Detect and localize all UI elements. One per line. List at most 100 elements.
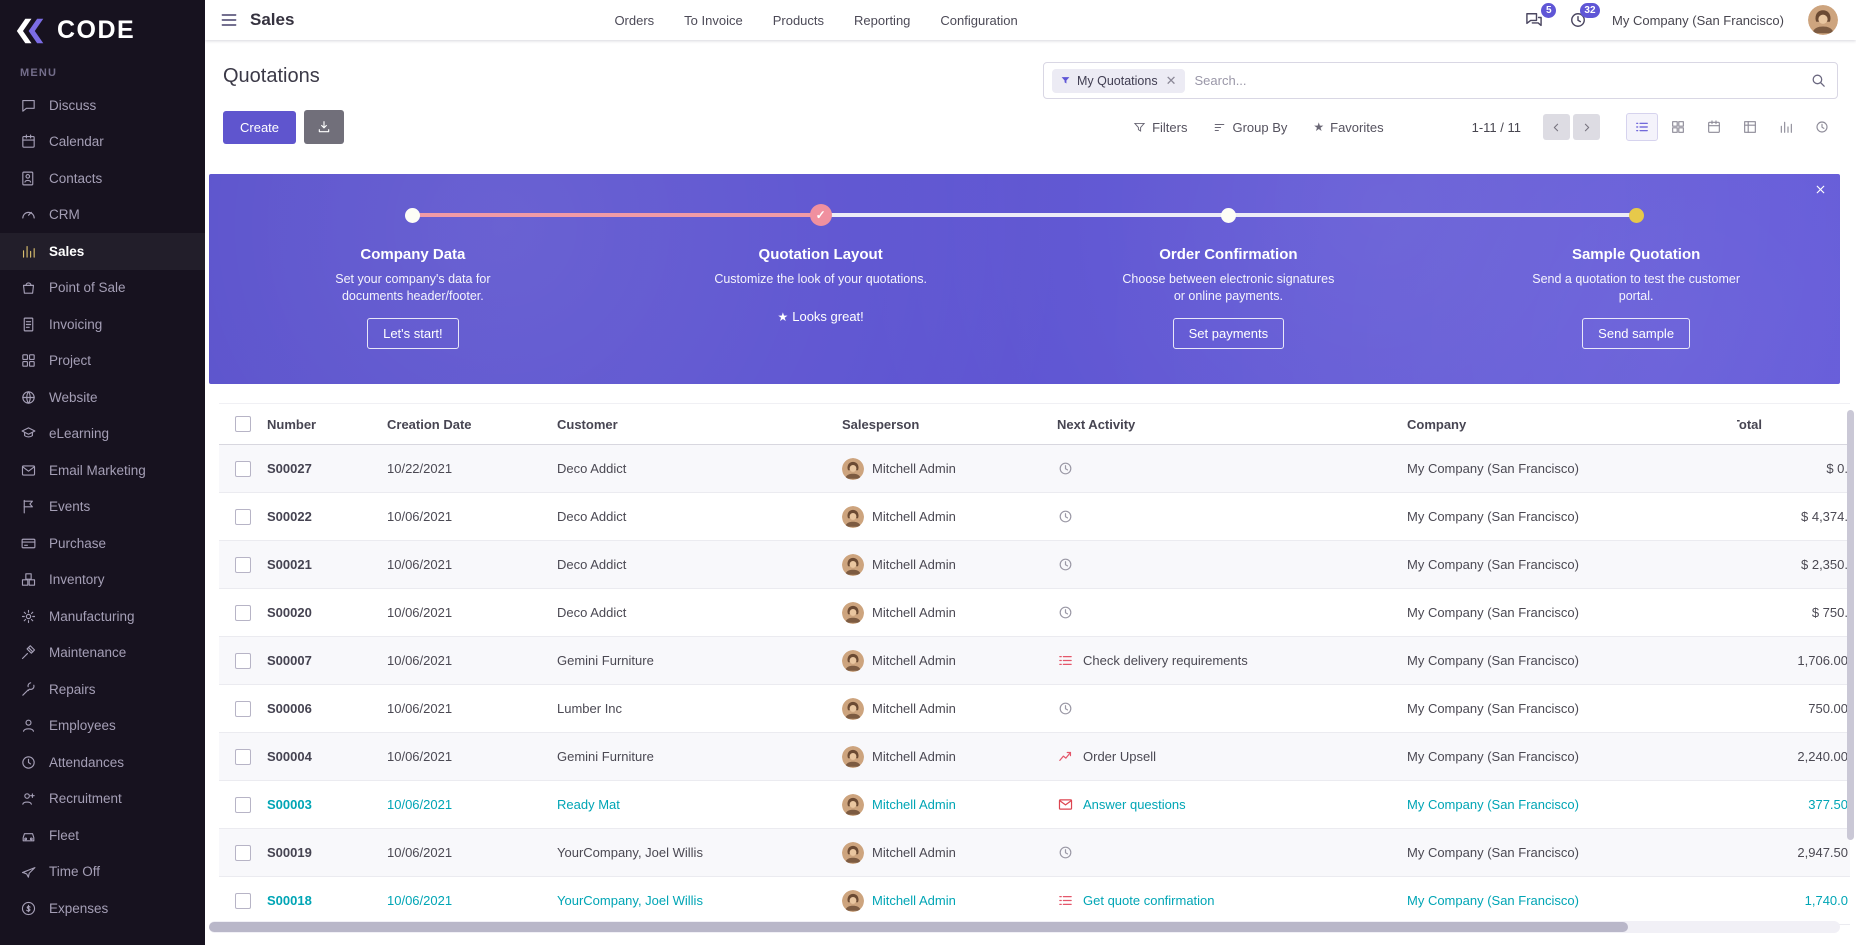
next-activity-cell[interactable] bbox=[1057, 460, 1407, 477]
onboarding-step-company-data: Company Data Set your company's data for … bbox=[209, 204, 617, 350]
row-checkbox[interactable] bbox=[219, 460, 267, 477]
column-header-total[interactable]: Total bbox=[1737, 416, 1762, 432]
sidebar-item-manufacturing[interactable]: Manufacturing bbox=[0, 598, 205, 635]
sidebar-item-purchase[interactable]: Purchase bbox=[0, 525, 205, 562]
hamburger-icon[interactable] bbox=[219, 10, 239, 30]
sidebar-item-fleet[interactable]: Fleet bbox=[0, 817, 205, 854]
filters-button[interactable]: Filters bbox=[1133, 120, 1187, 135]
next-activity-cell[interactable]: Check delivery requirements bbox=[1057, 652, 1407, 669]
topbar-menu-reporting[interactable]: Reporting bbox=[854, 12, 911, 28]
row-checkbox[interactable] bbox=[219, 892, 267, 909]
search-facet[interactable]: My Quotations ✕ bbox=[1052, 68, 1185, 93]
sidebar-item-repairs[interactable]: Repairs bbox=[0, 671, 205, 708]
set-payments-button[interactable]: Set payments bbox=[1172, 318, 1285, 350]
next-activity-cell[interactable]: Order Upsell bbox=[1057, 748, 1407, 765]
sidebar-item-expenses[interactable]: Expenses bbox=[0, 890, 205, 927]
sidebar-item-maintenance[interactable]: Maintenance bbox=[0, 635, 205, 672]
select-all-checkbox[interactable] bbox=[219, 416, 267, 432]
view-kanban-button[interactable] bbox=[1662, 113, 1694, 141]
create-button[interactable]: Create bbox=[223, 110, 297, 144]
company-switcher[interactable]: My Company (San Francisco) bbox=[1612, 12, 1784, 28]
next-activity-cell[interactable] bbox=[1057, 508, 1407, 525]
sidebar-item-crm[interactable]: CRM bbox=[0, 197, 205, 234]
sidebar-item-recruitment[interactable]: Recruitment bbox=[0, 781, 205, 818]
sidebar-item-inventory[interactable]: Inventory bbox=[0, 562, 205, 599]
table-row-s00027[interactable]: S00027 10/22/2021 Deco Addict Mitchell Admi… bbox=[219, 445, 1850, 493]
sidebar-item-website[interactable]: Website bbox=[0, 379, 205, 416]
next-activity-cell[interactable]: Get quote confirmation bbox=[1057, 892, 1407, 909]
step-description: Set your company's data for documents he… bbox=[335, 272, 491, 303]
topbar-menu-to-invoice[interactable]: To Invoice bbox=[684, 12, 743, 28]
sidebar-item-invoicing[interactable]: Invoicing bbox=[0, 306, 205, 343]
looks-great-link[interactable]: ★ Looks great! bbox=[777, 309, 864, 325]
user-avatar[interactable] bbox=[1808, 5, 1838, 35]
sidebar-item-time-off[interactable]: Time Off bbox=[0, 854, 205, 891]
view-activity-button[interactable] bbox=[1806, 113, 1838, 141]
sidebar-item-label: Project bbox=[49, 353, 92, 369]
favorites-button[interactable]: ★ Favorites bbox=[1313, 120, 1383, 135]
app-title[interactable]: Sales bbox=[250, 10, 295, 29]
facet-remove-icon[interactable]: ✕ bbox=[1165, 72, 1177, 88]
next-activity-cell[interactable] bbox=[1057, 604, 1407, 621]
column-header-company[interactable]: Company bbox=[1407, 416, 1467, 432]
send-sample-button[interactable]: Send sample bbox=[1582, 318, 1691, 350]
row-checkbox[interactable] bbox=[219, 508, 267, 525]
search-input[interactable] bbox=[1184, 73, 1810, 88]
sidebar-item-point-of-sale[interactable]: Point of Sale bbox=[0, 270, 205, 307]
table-row-s00020[interactable]: S00020 10/06/2021 Deco Addict Mitchell Admi… bbox=[219, 589, 1850, 637]
view-calendar-button[interactable] bbox=[1698, 113, 1730, 141]
next-activity-cell[interactable] bbox=[1057, 556, 1407, 573]
messages-icon[interactable]: 5 bbox=[1524, 3, 1557, 30]
table-row-s00006[interactable]: S00006 10/06/2021 Lumber Inc Mitchell Admin… bbox=[219, 685, 1850, 733]
topbar-menu-configuration[interactable]: Configuration bbox=[940, 12, 1018, 28]
row-checkbox[interactable] bbox=[219, 844, 267, 861]
horizontal-scrollbar-thumb[interactable] bbox=[209, 922, 1628, 932]
table-row-s00003[interactable]: S00003 10/06/2021 Ready Mat Mitchell Admin A… bbox=[219, 781, 1850, 829]
sidebar-item-project[interactable]: Project bbox=[0, 343, 205, 380]
sidebar-item-contacts[interactable]: Contacts bbox=[0, 160, 205, 197]
column-header-creation-date[interactable]: Creation Date bbox=[387, 416, 472, 432]
pager-previous-button[interactable] bbox=[1543, 114, 1570, 140]
banner-close-icon[interactable] bbox=[1814, 183, 1827, 196]
row-checkbox[interactable] bbox=[219, 556, 267, 573]
group-by-button[interactable]: Group By bbox=[1213, 120, 1287, 135]
sidebar-item-calendar[interactable]: Calendar bbox=[0, 124, 205, 161]
sidebar-item-events[interactable]: Events bbox=[0, 489, 205, 526]
table-row-s00004[interactable]: S00004 10/06/2021 Gemini Furniture Mitchell… bbox=[219, 733, 1850, 781]
table-row-s00022[interactable]: S00022 10/06/2021 Deco Addict Mitchell Admi… bbox=[219, 493, 1850, 541]
sidebar-item-attendances[interactable]: Attendances bbox=[0, 744, 205, 781]
row-checkbox[interactable] bbox=[219, 700, 267, 717]
topbar-menu-orders[interactable]: Orders bbox=[614, 12, 655, 28]
next-activity-cell[interactable]: Answer questions bbox=[1057, 796, 1407, 813]
row-checkbox[interactable] bbox=[219, 604, 267, 621]
sidebar-item-elearning[interactable]: eLearning bbox=[0, 416, 205, 453]
activities-icon[interactable]: 32 bbox=[1568, 3, 1601, 30]
column-header-next-activity[interactable]: Next Activity bbox=[1057, 416, 1136, 432]
sidebar-item-email-marketing[interactable]: Email Marketing bbox=[0, 452, 205, 489]
next-activity-cell[interactable] bbox=[1057, 700, 1407, 717]
row-checkbox[interactable] bbox=[219, 748, 267, 765]
app-logo[interactable]: CODE bbox=[0, 0, 205, 51]
table-row-s00019[interactable]: S00019 10/06/2021 YourCompany, Joel Willis… bbox=[219, 829, 1850, 877]
let-s-start-button[interactable]: Let's start! bbox=[367, 318, 459, 350]
vertical-scrollbar-thumb[interactable] bbox=[1847, 410, 1854, 840]
view-list-button[interactable] bbox=[1626, 113, 1658, 141]
topbar-menu-products[interactable]: Products bbox=[772, 12, 825, 28]
column-header-customer[interactable]: Customer bbox=[557, 416, 618, 432]
search-icon[interactable] bbox=[1810, 72, 1827, 89]
row-checkbox[interactable] bbox=[219, 652, 267, 669]
sidebar-item-discuss[interactable]: Discuss bbox=[0, 87, 205, 124]
sidebar-item-sales[interactable]: Sales bbox=[0, 233, 205, 270]
row-checkbox[interactable] bbox=[219, 796, 267, 813]
column-header-number[interactable]: Number bbox=[267, 416, 317, 432]
table-row-s00007[interactable]: S00007 10/06/2021 Gemini Furniture Mitchell… bbox=[219, 637, 1850, 685]
table-row-s00018[interactable]: S00018 10/06/2021 YourCompany, Joel Willis… bbox=[219, 877, 1850, 925]
view-pivot-button[interactable] bbox=[1734, 113, 1766, 141]
view-graph-button[interactable] bbox=[1770, 113, 1802, 141]
column-header-salesperson[interactable]: Salesperson bbox=[842, 416, 920, 432]
export-button[interactable] bbox=[304, 110, 345, 144]
table-row-s00021[interactable]: S00021 10/06/2021 Deco Addict Mitchell Admi… bbox=[219, 541, 1850, 589]
pager-next-button[interactable] bbox=[1573, 114, 1600, 140]
sidebar-item-employees[interactable]: Employees bbox=[0, 708, 205, 745]
next-activity-cell[interactable] bbox=[1057, 844, 1407, 861]
